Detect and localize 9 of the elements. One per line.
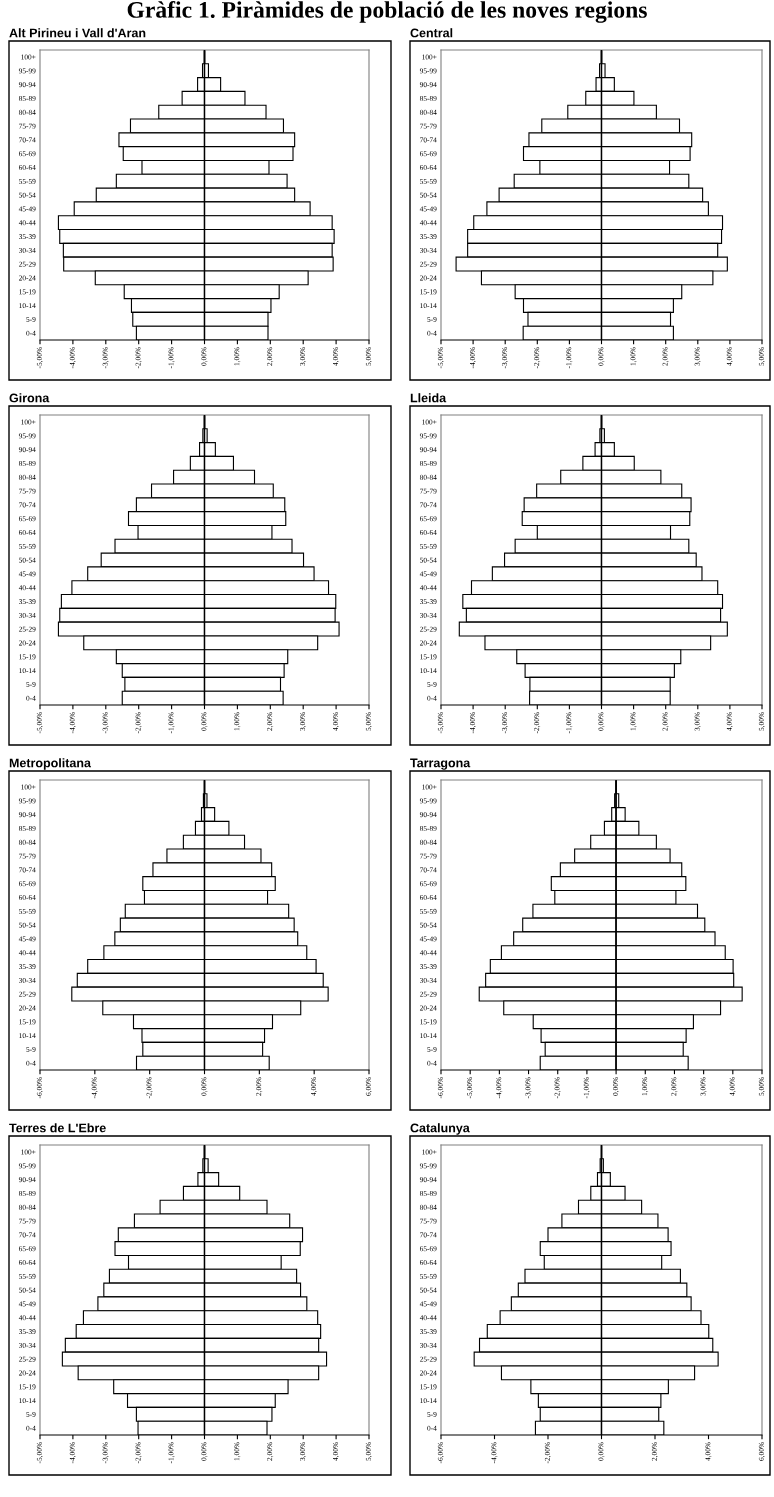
chart-title: Lleida: [410, 393, 447, 403]
chart-title: Girona: [9, 393, 50, 403]
chart-title: Tarragona: [410, 758, 471, 770]
chart-title: Metropolitana: [9, 758, 92, 770]
chart-title: Central: [410, 28, 453, 38]
chart-title: Terres de L'Ebre: [9, 1123, 106, 1133]
text: Gràfic 1. Piràmides de població de les noves regions: [127, 1, 647, 23]
chart-title: Catalunya: [410, 1123, 470, 1135]
chart-title: Alt Pirineu i Vall d'Aran: [9, 28, 146, 38]
